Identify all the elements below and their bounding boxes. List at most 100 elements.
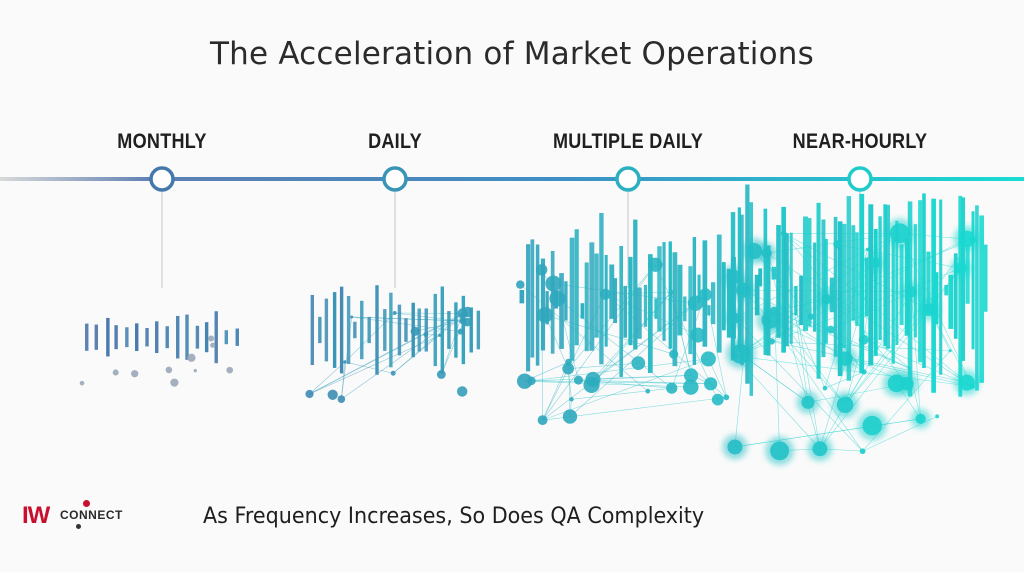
frequency-bar — [672, 252, 678, 367]
network-link — [734, 317, 863, 452]
data-dot — [727, 439, 743, 455]
frequency-bar — [339, 286, 344, 374]
frequency-bar — [833, 216, 838, 357]
frequency-bar — [934, 272, 939, 325]
data-dot — [711, 393, 724, 406]
frequency-bar — [574, 229, 579, 346]
frequency-bar — [235, 328, 239, 346]
data-dot — [955, 262, 967, 275]
data-dot — [826, 325, 835, 334]
data-dot — [648, 257, 663, 272]
network-link — [344, 361, 394, 374]
frequency-bar — [613, 278, 618, 324]
frequency-bar — [383, 309, 387, 351]
frequency-bar — [926, 251, 931, 314]
frequency-bar — [85, 323, 89, 351]
frequency-bar — [375, 285, 379, 375]
data-dot — [112, 369, 119, 376]
frequency-bar — [447, 311, 451, 349]
data-dot — [549, 290, 566, 307]
data-dot — [343, 360, 347, 364]
data-dot — [833, 240, 842, 249]
frequency-bar — [979, 215, 985, 383]
frequency-bar — [948, 274, 954, 329]
frequency-bar — [721, 262, 726, 331]
frequency-bar — [971, 211, 975, 350]
data-dot — [423, 332, 429, 337]
data-dot — [734, 354, 738, 358]
network-link — [734, 418, 921, 448]
data-dot — [865, 247, 870, 252]
frequency-bar — [918, 200, 923, 363]
frequency-bar — [155, 321, 159, 354]
frequency-bar — [657, 246, 662, 332]
data-dot — [889, 223, 910, 244]
timeline-node — [615, 166, 641, 192]
data-dot — [704, 377, 718, 391]
logo-wordmark: CONNECT — [60, 508, 123, 522]
timeline-nodes — [149, 166, 873, 192]
frequency-bar — [944, 284, 949, 296]
data-dot — [392, 311, 397, 315]
data-dot — [887, 374, 906, 393]
frequency-bar — [953, 253, 958, 339]
network-link — [655, 264, 719, 400]
frequency-bar — [469, 307, 473, 353]
data-dot — [537, 415, 548, 426]
data-dot — [573, 375, 583, 385]
network-link — [743, 289, 846, 405]
frequency-bar — [559, 273, 564, 349]
frequency-bar — [404, 318, 408, 342]
data-dot — [79, 380, 85, 386]
frequency-bar — [424, 308, 428, 352]
frequency-bar — [859, 193, 865, 374]
frequency-bar — [526, 244, 531, 372]
frequency-bar — [185, 314, 189, 360]
data-dot — [669, 349, 679, 359]
data-dot — [390, 370, 396, 376]
frequency-bar — [633, 219, 638, 350]
frequency-bar — [707, 305, 711, 316]
data-dot — [700, 351, 716, 367]
network-link — [341, 313, 463, 400]
frequency-bar — [873, 228, 878, 356]
data-dot — [768, 338, 775, 345]
data-dot — [527, 376, 536, 386]
network-link — [568, 362, 639, 369]
data-dot — [226, 366, 234, 374]
frequency-bar — [813, 242, 817, 332]
data-dot — [545, 275, 562, 292]
data-dot — [516, 280, 525, 289]
frequency-bar — [589, 242, 595, 351]
network-link — [309, 361, 346, 395]
frequency-bar — [367, 316, 371, 344]
frequency-bar — [346, 296, 351, 364]
frequency-bar — [654, 298, 658, 319]
cluster-2 — [516, 189, 736, 426]
data-dot — [131, 370, 139, 378]
frequency-bar — [781, 206, 786, 353]
frequency-bar — [135, 323, 139, 352]
data-dot — [645, 388, 651, 394]
data-dot — [922, 303, 936, 317]
frequency-bar — [165, 326, 169, 349]
frequency-bar — [360, 300, 364, 360]
data-dot — [907, 366, 911, 370]
frequency-bar — [807, 218, 812, 327]
data-dot — [807, 313, 815, 320]
iwconnect-logo: IW CONNECT — [20, 498, 140, 534]
cluster-3 — [721, 184, 988, 466]
frequency-bar — [662, 242, 666, 341]
data-dot — [631, 356, 646, 371]
stage-label-multiple-daily: MULTIPLE DAILY — [552, 130, 704, 153]
data-dot — [958, 230, 976, 248]
data-dot — [599, 288, 611, 300]
data-dot — [569, 397, 574, 402]
frequency-bar — [851, 225, 856, 321]
frequency-bar — [224, 330, 229, 345]
data-dot — [906, 286, 917, 298]
frequency-bar — [939, 199, 943, 375]
frequency-bar — [318, 316, 322, 344]
frequency-bar — [324, 298, 329, 362]
